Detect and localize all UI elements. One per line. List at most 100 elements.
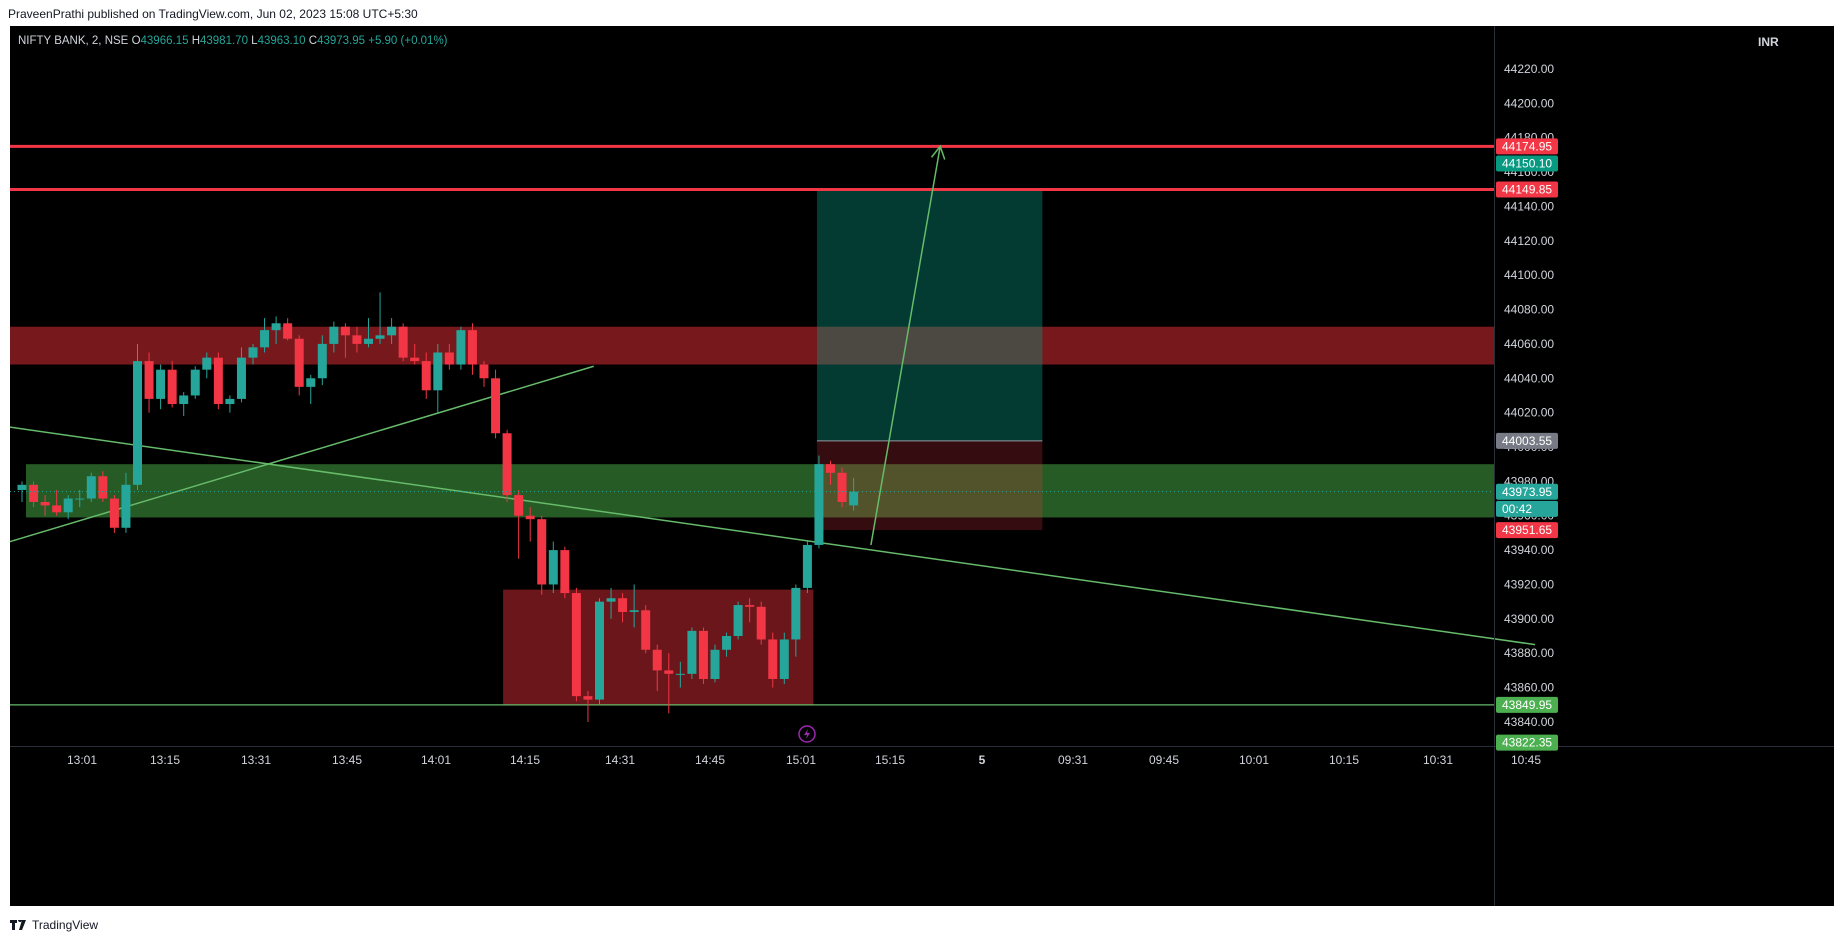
time-tick-4: 14:01: [421, 753, 451, 767]
candle-body-35: [421, 361, 431, 391]
candle-body-38: [456, 330, 466, 365]
candle-body-67: [791, 587, 801, 640]
high-value: 43981.70: [200, 35, 248, 47]
candle-body-23: [283, 323, 293, 339]
candle-body-31: [375, 335, 385, 339]
currency-label: INR: [1758, 35, 1779, 49]
candle-body-22: [271, 323, 281, 331]
candle-body-70: [826, 464, 835, 473]
candle-body-16: [202, 357, 212, 370]
price-label-bg-6: [1496, 522, 1558, 539]
candle-body-34: [410, 357, 420, 362]
tradingview-logo-icon: [10, 920, 26, 930]
price-label-bg-4: [1496, 483, 1558, 500]
candle-body-43: [514, 495, 524, 516]
candle-body-29: [352, 335, 362, 344]
time-tick-9: 15:15: [875, 753, 905, 767]
footer: TradingView: [0, 910, 1834, 939]
price-tick-17: 43880.00: [1504, 646, 1554, 660]
event-icon: [798, 725, 816, 743]
candlestick-chart[interactable]: 44220.0044200.0044180.0044160.0044140.00…: [4, 26, 1834, 906]
price-label-bg-5: [1496, 500, 1558, 517]
candle-body-18: [225, 398, 235, 405]
price-tick-8: 44060.00: [1504, 337, 1554, 351]
candle-body-46: [548, 550, 558, 585]
price-label-3: 44003.55: [1502, 434, 1552, 448]
price-label-bg-1: [1496, 155, 1558, 172]
time-tick-1: 13:15: [150, 753, 180, 767]
candle-body-47: [560, 550, 570, 594]
candle-body-55: [652, 649, 662, 671]
candle-body-41: [491, 378, 501, 434]
candle-body-72: [849, 491, 859, 506]
trendline-1: [4, 425, 1536, 646]
time-tick-5: 14:15: [510, 753, 540, 767]
price-label-5: 00:42: [1502, 502, 1532, 516]
candle-body-44: [525, 515, 535, 520]
candle-body-33: [398, 326, 408, 358]
candle-body-48: [571, 593, 581, 697]
candle-body-12: [156, 369, 166, 399]
change-value: +5.90 (+0.01%): [368, 35, 448, 47]
time-tick-8: 15:01: [786, 753, 816, 767]
time-tick-12: 09:45: [1149, 753, 1179, 767]
price-label-1: 44150.10: [1502, 156, 1552, 170]
price-tick-14: 43940.00: [1504, 543, 1554, 557]
chart-frame[interactable]: 44220.00 44200.00 44180.00 44160.00 44140.00…: [4, 26, 1834, 906]
candle-body-52: [618, 598, 628, 612]
price-tick-19: 43840.00: [1504, 715, 1554, 729]
candle-body-62: [733, 605, 743, 637]
candle-body-61: [722, 636, 732, 650]
candle-body-45: [537, 519, 547, 585]
candle-body-11: [144, 361, 154, 399]
ohlc-legend: NIFTY BANK, 2, NSE O43966.15 H43981.70 L…: [18, 35, 448, 47]
candle-body-49: [583, 696, 593, 700]
candle-body-1: [29, 484, 39, 502]
candle-body-32: [387, 326, 397, 336]
candle-body-30: [364, 338, 373, 344]
close-value: 43973.95: [317, 35, 366, 47]
candle-body-69: [814, 464, 824, 545]
time-tick-2: 13:31: [241, 753, 271, 767]
low-key: L: [251, 35, 258, 47]
candle-body-21: [260, 330, 270, 348]
candle-body-27: [329, 326, 339, 344]
candle-body-64: [756, 606, 766, 640]
candle-body-19: [236, 357, 246, 399]
candle-body-10: [133, 361, 142, 485]
price-tick-9: 44040.00: [1504, 371, 1554, 385]
candle-body-25: [306, 378, 316, 387]
time-tick-13: 10:01: [1239, 753, 1269, 767]
price-label-bg-2: [1496, 181, 1558, 198]
price-tick-5: 44120.00: [1504, 234, 1554, 248]
price-label-bg-8: [1496, 734, 1558, 751]
time-tick-16: 10:45: [1511, 753, 1541, 767]
candle-body-65: [768, 639, 778, 679]
tradingview-logo[interactable]: TradingView: [10, 918, 98, 932]
candle-body-4: [63, 498, 73, 513]
low-value: 43963.10: [257, 35, 306, 47]
candle-body-2: [40, 501, 50, 506]
resistance-zone: [10, 326, 1494, 365]
time-tick-0: 13:01: [67, 753, 97, 767]
candle-body-40: [479, 364, 489, 379]
price-tick-0: 44220.00: [1504, 62, 1554, 76]
position-target-zone: [816, 189, 1043, 441]
price-label-6: 43951.65: [1502, 523, 1552, 537]
candle-body-59: [698, 630, 708, 679]
candle-body-71: [837, 472, 847, 502]
open-key: O: [131, 35, 141, 47]
time-tick-14: 10:15: [1329, 753, 1359, 767]
forecast-arrow: [870, 146, 941, 546]
price-tick-4: 44140.00: [1504, 199, 1554, 213]
time-tick-3: 13:45: [332, 753, 362, 767]
candle-body-24: [294, 338, 304, 387]
price-tick-16: 43900.00: [1504, 612, 1554, 626]
candle-body-17: [213, 357, 223, 405]
candle-body-7: [98, 476, 108, 499]
candle-body-60: [710, 649, 720, 679]
candle-body-63: [745, 605, 755, 607]
candle-body-36: [433, 352, 443, 391]
forecast-arrow-head: [930, 144, 946, 160]
candle-body-68: [802, 544, 812, 588]
